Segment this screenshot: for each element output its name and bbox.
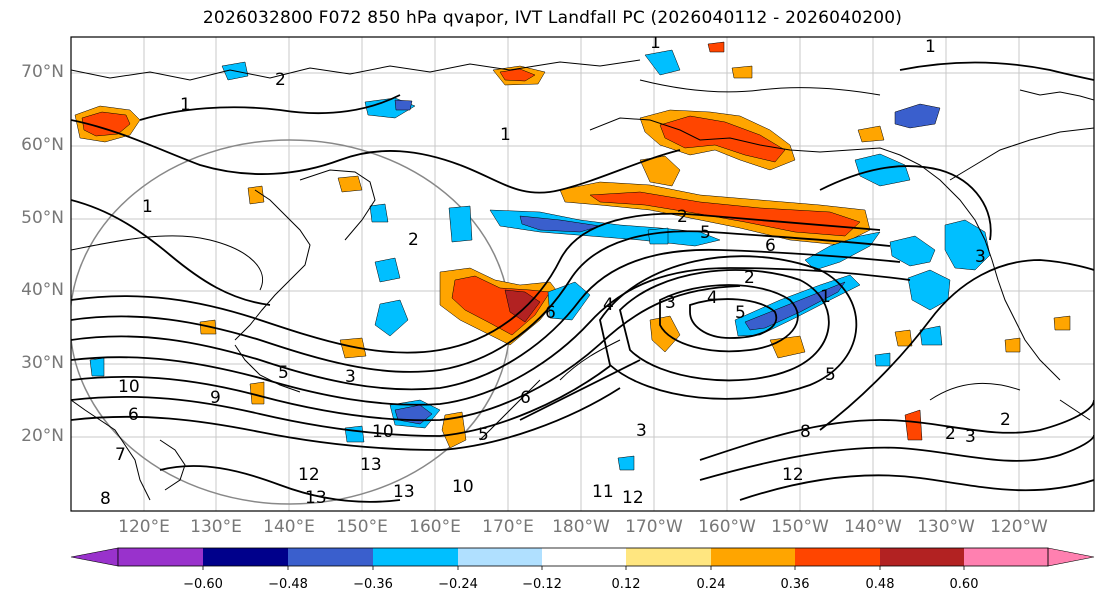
contour-label: 13 xyxy=(305,488,327,508)
contour-label: 12 xyxy=(298,465,320,485)
coastlines xyxy=(71,59,1094,501)
contour-lines xyxy=(71,61,1094,503)
colorbar-tick-label: −0.48 xyxy=(268,577,308,592)
contour-label: 2 xyxy=(408,230,419,250)
contour-label: 5 xyxy=(825,365,836,385)
colorbar-swatch xyxy=(288,548,373,566)
colorbar-swatch xyxy=(458,548,542,566)
contour-label: 1 xyxy=(142,197,153,217)
contour-label: 10 xyxy=(372,422,394,442)
colorbar-swatch xyxy=(880,548,964,566)
lon-label: 170°E xyxy=(482,517,534,537)
contour-label: 5 xyxy=(278,363,289,383)
contour-label: 5 xyxy=(735,303,746,323)
lon-label: 150°W xyxy=(771,517,829,537)
contour-label: 1 xyxy=(500,125,511,145)
negative-anomaly-regions xyxy=(89,49,991,471)
lat-label: 40°N xyxy=(21,280,64,300)
colorbar-tick-label: 0.60 xyxy=(949,577,979,592)
lon-label: 150°E xyxy=(336,517,388,537)
contour-label: 4 xyxy=(707,288,718,308)
contour-label: 7 xyxy=(115,445,126,465)
colorbar-extend-right xyxy=(1047,547,1095,567)
contour-label: 2 xyxy=(744,268,755,288)
lon-label: 120°W xyxy=(990,517,1048,537)
colorbar-tick-label: −0.24 xyxy=(438,577,478,592)
colorbar-swatch xyxy=(795,548,880,566)
lat-label: 20°N xyxy=(21,426,64,446)
contour-label: 1 xyxy=(650,33,661,53)
colorbar-tick-label: 0.24 xyxy=(696,577,726,592)
contour-label: 1 xyxy=(820,287,831,307)
colorbar-swatch xyxy=(203,548,288,566)
contour-label: 6 xyxy=(520,388,531,408)
lon-label: 160°W xyxy=(698,517,756,537)
contour-label: 13 xyxy=(393,482,415,502)
lon-label: 160°E xyxy=(409,517,461,537)
contour-lines-thin xyxy=(71,79,1021,441)
colorbar-swatch xyxy=(542,548,626,566)
colorbar-tick-label: −0.12 xyxy=(522,577,562,592)
lon-label: 120°E xyxy=(118,517,170,537)
contour-label: 6 xyxy=(765,236,776,256)
colorbar-tick-label: 0.36 xyxy=(780,577,810,592)
contour-label: 3 xyxy=(345,367,356,387)
map-content: 1 2 1 1 2 2 5 6 1 3 4 2 3 4 5 2 5 3 5 10… xyxy=(71,33,1094,511)
contour-label-group: 1 2 1 1 2 2 5 6 1 3 4 2 3 4 5 2 5 3 5 10… xyxy=(100,33,1011,509)
contour-label: 2 xyxy=(945,424,956,444)
contour-label: 3 xyxy=(636,421,647,441)
contour-label: 11 xyxy=(592,482,614,502)
lon-label: 140°W xyxy=(844,517,902,537)
colorbar-tick-label: −0.36 xyxy=(353,577,393,592)
contour-label: 12 xyxy=(622,488,644,508)
positive-anomaly-regions xyxy=(74,41,1071,449)
contour-label: 5 xyxy=(478,425,489,445)
colorbar-swatch xyxy=(711,548,795,566)
contour-label: 2 xyxy=(275,70,286,90)
contour-label: 1 xyxy=(180,95,191,115)
contour-label: 8 xyxy=(100,489,111,509)
contour-label: 2 xyxy=(1000,410,1011,430)
contour-label: 3 xyxy=(965,427,976,447)
lat-label: 30°N xyxy=(21,353,64,373)
contour-label: 8 xyxy=(800,422,811,442)
contour-label: 10 xyxy=(118,377,140,397)
contour-label: 1 xyxy=(925,37,936,57)
contour-label: 6 xyxy=(545,303,556,323)
contour-label: 4 xyxy=(603,295,614,315)
colorbar-swatch xyxy=(118,548,203,566)
contour-label: 10 xyxy=(452,477,474,497)
lon-label: 140°E xyxy=(263,517,315,537)
colorbar-tick-label: −0.60 xyxy=(183,577,223,592)
lon-label: 180°W xyxy=(552,517,610,537)
contour-label: 9 xyxy=(210,388,221,408)
colorbar xyxy=(70,547,1095,570)
lat-label: 60°N xyxy=(21,135,64,155)
colorbar-extend-left xyxy=(70,547,119,567)
colorbar-frame xyxy=(117,547,1049,567)
colorbar-swatch xyxy=(626,548,711,566)
colorbar-swatch xyxy=(373,548,458,566)
lon-label: 130°W xyxy=(917,517,975,537)
contour-label: 3 xyxy=(665,293,676,313)
lon-label: 130°E xyxy=(190,517,242,537)
colorbar-tick-label: 0.12 xyxy=(611,577,641,592)
contour-label: 6 xyxy=(128,405,139,425)
colorbar-swatch xyxy=(964,548,1048,566)
lat-label: 70°N xyxy=(21,62,64,82)
colorbar-tick-label: 0.48 xyxy=(865,577,895,592)
contour-label: 5 xyxy=(700,223,711,243)
contour-label: 13 xyxy=(360,455,382,475)
map-title: 2026032800 F072 850 hPa qvapor, IVT Land… xyxy=(202,8,903,28)
contour-label: 2 xyxy=(677,207,688,227)
lon-label: 170°W xyxy=(625,517,683,537)
lat-label: 50°N xyxy=(21,208,64,228)
contour-label: 3 xyxy=(975,247,986,267)
map-frame xyxy=(70,36,1095,512)
contour-label: 12 xyxy=(782,465,804,485)
